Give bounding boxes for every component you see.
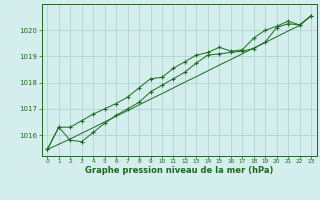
X-axis label: Graphe pression niveau de la mer (hPa): Graphe pression niveau de la mer (hPa)	[85, 166, 273, 175]
